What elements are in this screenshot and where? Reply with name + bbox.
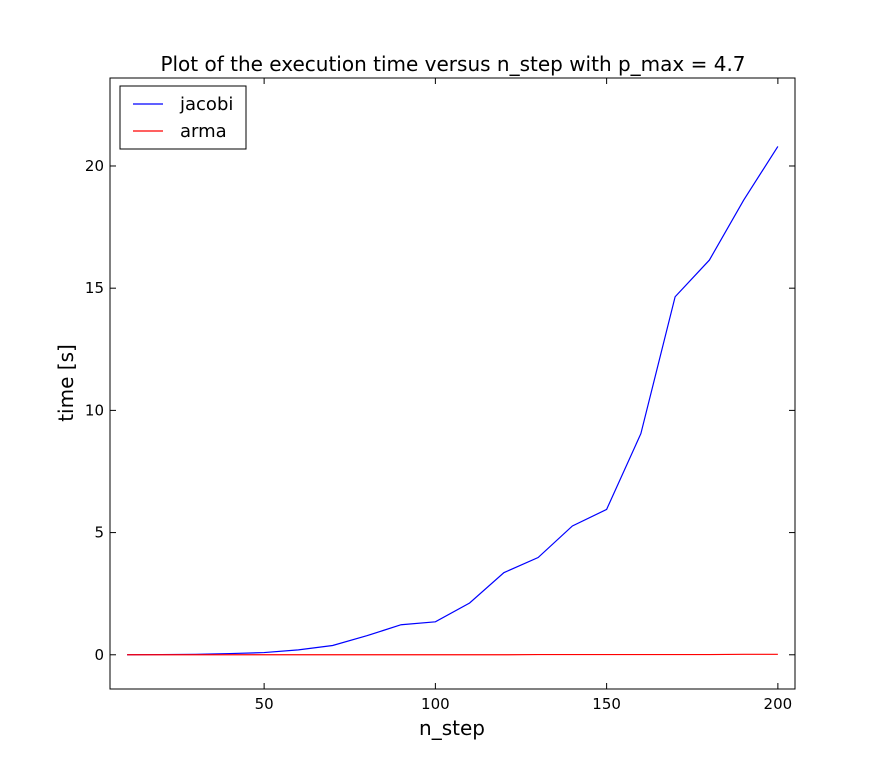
series-layer bbox=[127, 146, 779, 656]
series-line-jacobi bbox=[127, 146, 779, 656]
x-tick-label: 100 bbox=[421, 695, 450, 713]
plot-frame bbox=[109, 77, 796, 690]
x-tick-label: 200 bbox=[764, 695, 793, 713]
x-tick-label: 50 bbox=[255, 695, 274, 713]
legend-box bbox=[119, 85, 247, 150]
chart-title: Plot of the execution time versus n_step… bbox=[160, 52, 745, 76]
tick-layer: 50 100 150 200 0 5 10 15 20 bbox=[85, 78, 795, 713]
y-tick-label: 5 bbox=[94, 524, 104, 542]
legend-label-arma: arma bbox=[180, 121, 227, 142]
x-tick-label: 150 bbox=[592, 695, 621, 713]
y-tick-label: 10 bbox=[85, 401, 104, 419]
y-tick-label: 15 bbox=[85, 279, 104, 297]
y-tick-label: 0 bbox=[94, 646, 104, 664]
y-axis-title: time [s] bbox=[54, 344, 78, 422]
y-tick-label: 20 bbox=[85, 157, 104, 175]
legend-label-jacobi: jacobi bbox=[179, 94, 233, 115]
x-axis-title: n_step bbox=[419, 716, 485, 740]
legend: jacobi arma bbox=[119, 85, 247, 150]
